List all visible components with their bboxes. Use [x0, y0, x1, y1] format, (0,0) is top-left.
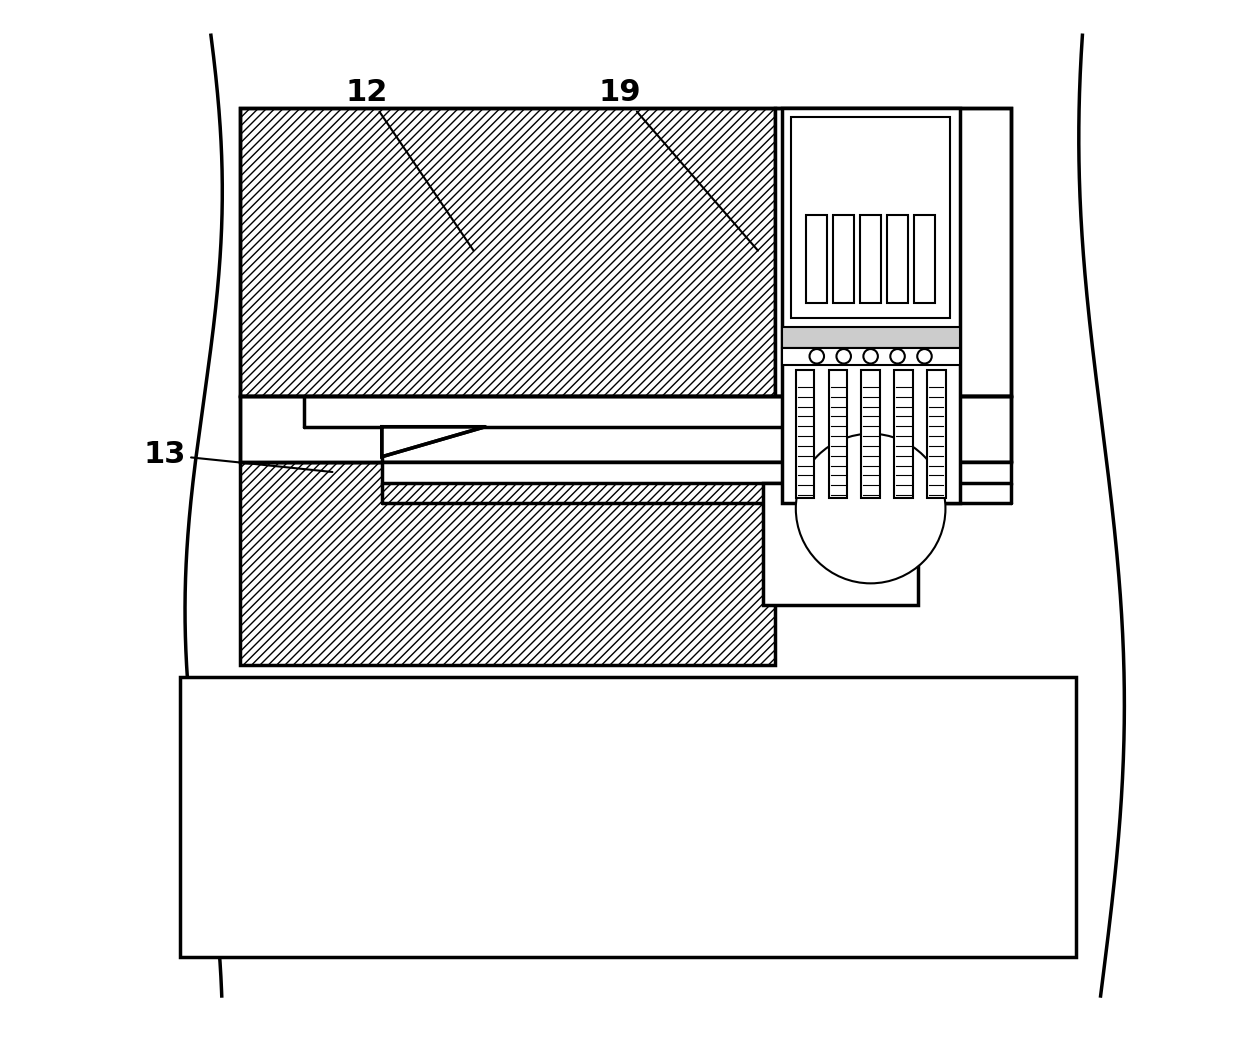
Circle shape: [837, 349, 851, 363]
Polygon shape: [239, 461, 775, 665]
Bar: [806, 215, 827, 304]
Bar: [828, 370, 847, 498]
Bar: [781, 108, 960, 503]
Circle shape: [863, 349, 878, 363]
Circle shape: [890, 349, 905, 363]
Bar: [382, 461, 1012, 482]
Bar: [887, 215, 908, 304]
Polygon shape: [239, 396, 1012, 461]
Bar: [781, 348, 960, 364]
Polygon shape: [239, 108, 775, 396]
Circle shape: [918, 349, 931, 363]
Bar: [781, 328, 960, 348]
Bar: [180, 678, 1075, 957]
Bar: [928, 370, 946, 498]
Bar: [763, 482, 919, 604]
Bar: [894, 370, 913, 498]
Bar: [796, 370, 815, 498]
Polygon shape: [382, 427, 485, 457]
Circle shape: [810, 349, 825, 363]
Text: 12: 12: [345, 77, 474, 251]
Text: 13: 13: [143, 441, 332, 472]
Bar: [833, 215, 854, 304]
Bar: [791, 117, 950, 318]
Circle shape: [796, 433, 945, 584]
Bar: [914, 215, 935, 304]
Polygon shape: [775, 108, 1012, 396]
Bar: [239, 108, 1012, 396]
Bar: [861, 215, 880, 304]
Text: 19: 19: [599, 77, 758, 251]
Bar: [862, 370, 880, 498]
